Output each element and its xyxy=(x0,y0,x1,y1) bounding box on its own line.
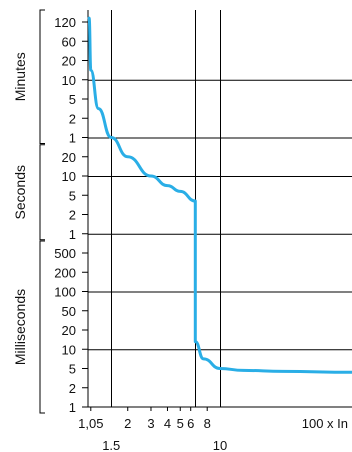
x-tick-label: 1.5 xyxy=(102,438,120,452)
x-tick-label: 1,05 xyxy=(78,416,103,431)
x-tick-label: 3 xyxy=(147,416,154,431)
y-tick-label: 5 xyxy=(69,92,76,107)
tick-labels: 120602010521Minutes2010521Seconds5002001… xyxy=(12,15,348,452)
grid-layer xyxy=(82,10,352,411)
x-tick-label: 8 xyxy=(204,416,211,431)
y-tick-label: 120 xyxy=(54,15,76,30)
group-bracket xyxy=(39,9,45,144)
x-tick-label: 10 xyxy=(213,438,227,452)
x-tick-label: 2 xyxy=(124,416,131,431)
x-tick-label: 5 xyxy=(177,416,184,431)
y-tick-label: 200 xyxy=(54,265,76,280)
group-bracket xyxy=(39,144,45,241)
y-tick-label: 50 xyxy=(62,304,76,319)
x-unit-label: 100 x In xyxy=(302,416,348,431)
y-tick-label: 5 xyxy=(69,188,76,203)
y-tick-label: 20 xyxy=(62,54,76,69)
y-tick-label: 2 xyxy=(69,111,76,126)
y-tick-label: 2 xyxy=(69,381,76,396)
group-bracket xyxy=(39,240,45,414)
y-tick-label: 60 xyxy=(62,34,76,49)
y-tick-label: 1 xyxy=(69,131,76,146)
group-brackets xyxy=(39,9,45,414)
y-tick-label: 10 xyxy=(62,169,76,184)
y-tick-label: 1 xyxy=(69,227,76,242)
x-tick-label: 6 xyxy=(187,416,194,431)
y-group-label: Seconds xyxy=(12,165,28,219)
trip-curve-series xyxy=(87,16,352,374)
y-tick-label: 10 xyxy=(62,342,76,357)
curve-layer xyxy=(87,16,352,374)
y-tick-label: 100 xyxy=(54,285,76,300)
y-tick-label: 20 xyxy=(62,323,76,338)
y-tick-label: 5 xyxy=(69,362,76,377)
y-tick-label: 1 xyxy=(69,400,76,415)
y-tick-label: 500 xyxy=(54,246,76,261)
y-tick-label: 20 xyxy=(62,150,76,165)
y-tick-label: 2 xyxy=(69,208,76,223)
x-tick-label: 4 xyxy=(164,416,171,431)
y-group-label: Minutes xyxy=(12,52,28,101)
y-group-label: Milliseconds xyxy=(12,289,28,365)
y-tick-label: 10 xyxy=(62,73,76,88)
